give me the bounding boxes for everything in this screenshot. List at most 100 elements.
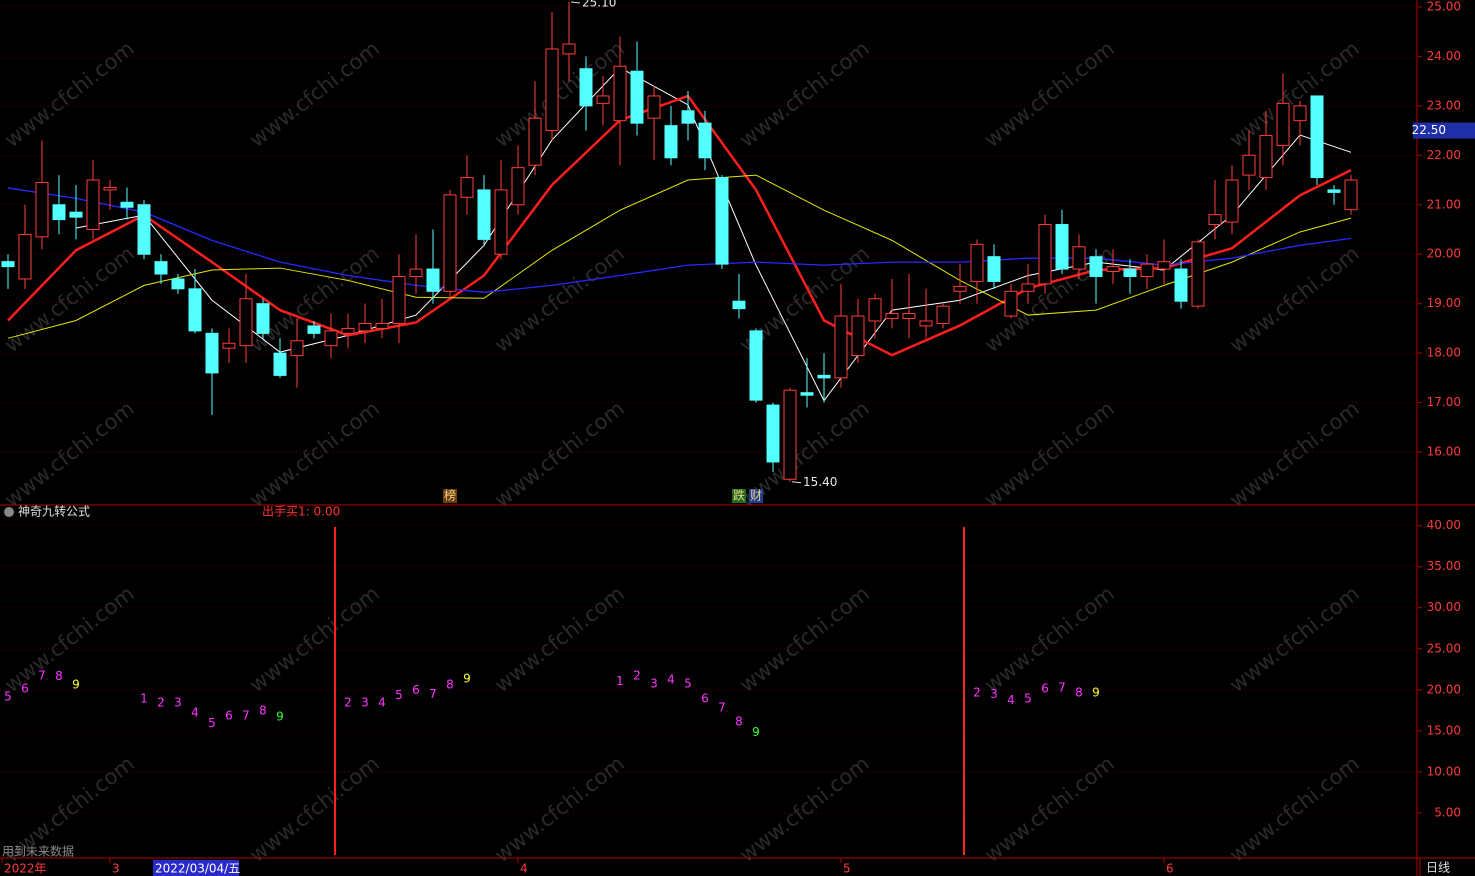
count-label: 7 — [1058, 681, 1066, 695]
y-tick-label: 30.00 — [1427, 600, 1461, 614]
x-tick-label: 6 — [1166, 862, 1174, 876]
candle-body — [1123, 268, 1137, 277]
candle-body — [919, 320, 933, 327]
cursor-date-box — [153, 860, 239, 876]
candle-body — [783, 389, 797, 480]
price-box — [1413, 122, 1475, 139]
y-tick-label: 5.00 — [1434, 805, 1461, 819]
count-label: 6 — [701, 691, 709, 705]
count-label: 1 — [616, 674, 624, 688]
count-label: 3 — [361, 695, 369, 709]
y-tick-label: 21.00 — [1427, 197, 1461, 211]
indicator-icon[interactable] — [4, 507, 14, 517]
count-label: 5 — [395, 688, 403, 702]
candle-body — [851, 315, 865, 357]
candle-body — [1157, 261, 1171, 270]
count-label: 9 — [1092, 686, 1100, 700]
marker-bg — [443, 489, 457, 503]
candle-body — [868, 298, 882, 322]
candle-body — [885, 313, 899, 320]
count-label: 6 — [1041, 681, 1049, 695]
annotation-label: 25.10 — [582, 0, 616, 9]
candle-body — [545, 48, 559, 132]
candle-body — [1327, 189, 1341, 193]
candle-body — [18, 233, 32, 280]
indicator-title: 神奇九转公式 — [18, 504, 90, 519]
candle-body — [222, 342, 236, 349]
count-label: 6 — [225, 709, 233, 723]
candle-body — [817, 374, 831, 379]
count-label: 9 — [72, 677, 80, 691]
count-label: 8 — [1075, 686, 1083, 700]
marker-label: 财 — [750, 489, 762, 503]
candle-body — [1038, 224, 1052, 285]
candle-body — [732, 300, 746, 310]
x-tick-label: 2022年 — [4, 862, 47, 876]
marker-bg — [732, 489, 746, 503]
count-label: 4 — [378, 695, 386, 709]
y-tick-label: 25.00 — [1427, 0, 1461, 13]
marker-label: 榜 — [444, 488, 456, 503]
period-label[interactable]: 日线 — [1426, 861, 1450, 875]
candle-body — [69, 211, 83, 218]
candle-body — [103, 186, 117, 191]
count-label: 7 — [429, 687, 437, 701]
note: 用到未来数据 — [2, 844, 74, 859]
annotation-label: 15.40 — [803, 475, 837, 489]
count-label: 7 — [242, 709, 250, 723]
candle-body — [409, 268, 423, 277]
ma-line — [7, 187, 1352, 293]
candle-body — [1293, 105, 1307, 122]
count-label: 2 — [973, 686, 981, 700]
count-label: 2 — [344, 695, 352, 709]
candle-body — [528, 117, 542, 166]
candle-body — [273, 352, 287, 376]
candle-body — [749, 330, 763, 401]
count-label: 2 — [633, 668, 641, 682]
candle-body — [460, 177, 474, 198]
count-label: 4 — [1007, 693, 1015, 707]
candle-body — [987, 256, 1001, 282]
candle-body — [426, 268, 440, 292]
candle-body — [1004, 290, 1018, 317]
candle-body — [562, 43, 576, 55]
candle-body — [120, 201, 134, 208]
x-tick-label: 4 — [520, 862, 528, 876]
y-tick-label: 25.00 — [1427, 641, 1461, 655]
y-tick-label: 18.00 — [1427, 346, 1461, 360]
count-label: 9 — [463, 672, 471, 686]
candle-body — [35, 182, 49, 238]
marker-label: 跌 — [733, 488, 745, 503]
candle-body — [290, 340, 304, 357]
candle-body — [1021, 283, 1035, 292]
indicator-legend: 出手买1: 0.00 — [262, 505, 340, 519]
candle-body — [953, 285, 967, 292]
candle-body — [1106, 266, 1120, 273]
candle-body — [137, 204, 151, 255]
annotation-arrow — [791, 481, 802, 484]
candle-body — [715, 177, 729, 265]
candle-body — [596, 95, 610, 104]
count-label: 4 — [667, 672, 675, 686]
count-label: 6 — [412, 683, 420, 697]
count-label: 8 — [259, 704, 267, 718]
count-label: 5 — [208, 716, 216, 730]
count-label: 7 — [718, 700, 726, 714]
count-label: 5 — [4, 689, 12, 703]
candle-body — [1344, 179, 1358, 211]
candle-body — [647, 95, 661, 119]
candle-body — [698, 122, 712, 159]
price-label: 22.50 — [1412, 123, 1446, 137]
ma-line — [7, 174, 1352, 339]
candle-body — [1259, 135, 1273, 179]
y-tick-label: 24.00 — [1427, 49, 1461, 63]
candle-body — [154, 261, 168, 275]
candle-body — [1174, 268, 1188, 302]
candle-body — [256, 303, 270, 334]
count-label: 3 — [990, 687, 998, 701]
candle-body — [1191, 241, 1205, 307]
count-label: 8 — [446, 677, 454, 691]
candle-body — [1242, 154, 1256, 176]
